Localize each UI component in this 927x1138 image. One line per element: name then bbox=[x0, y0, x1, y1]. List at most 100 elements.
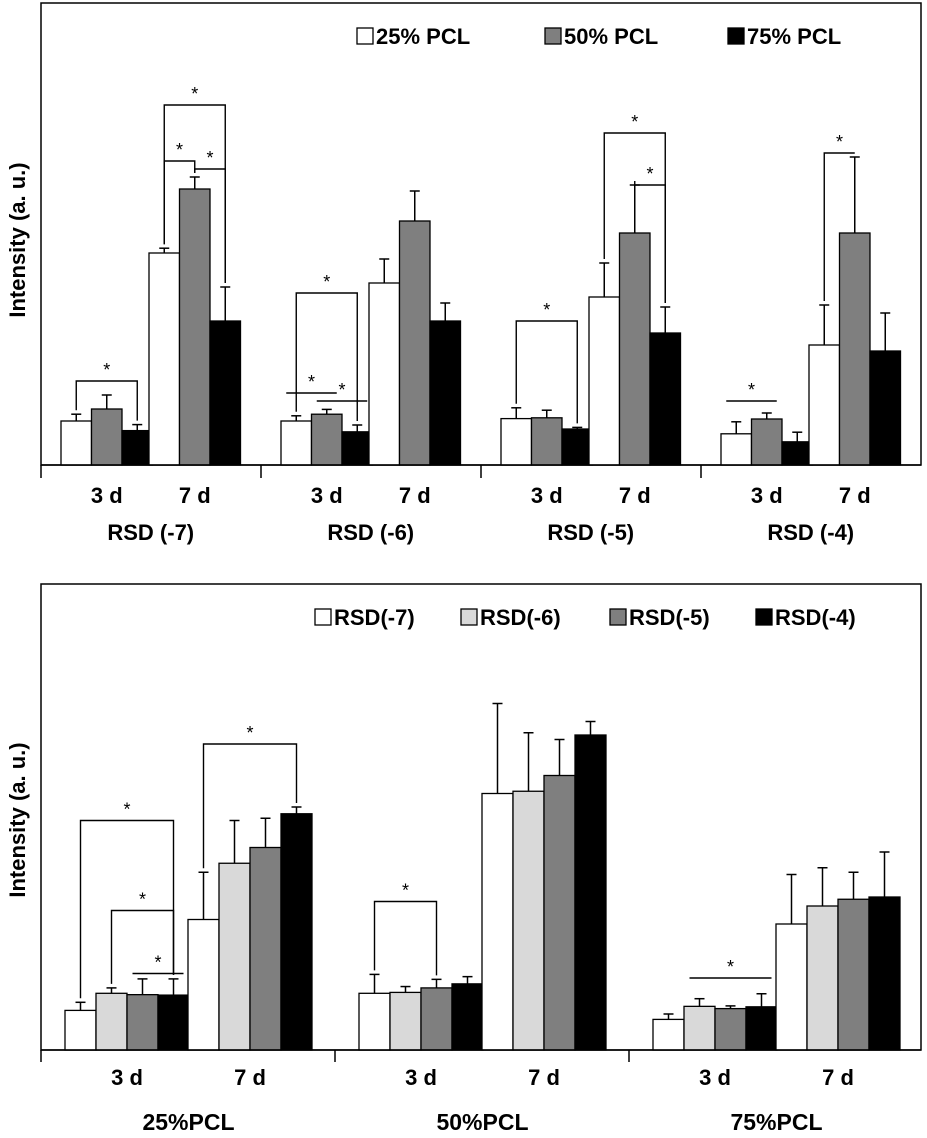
legend-swatch bbox=[544, 27, 562, 45]
x-axis: RSD (-7) 3 d 7 d RSD (-6) 3 d 7 d RSD (-5) 3 d 7… bbox=[40, 464, 921, 545]
error-bars bbox=[75, 702, 890, 1020]
bar bbox=[358, 992, 391, 1051]
bar bbox=[781, 441, 814, 466]
y-axis-label: Intensity (a. u.) bbox=[5, 742, 30, 897]
significance-star: * bbox=[103, 360, 110, 380]
error-bars bbox=[71, 156, 891, 442]
timepoint-label: 7 d bbox=[619, 483, 651, 508]
timepoint-label: 3 d bbox=[531, 483, 563, 508]
significance-star: * bbox=[748, 380, 755, 400]
bar bbox=[178, 188, 211, 466]
bar bbox=[649, 332, 682, 466]
timepoint-label: 7 d bbox=[528, 1065, 560, 1090]
bar bbox=[543, 774, 576, 1051]
y-axis-label: Intensity (a. u.) bbox=[5, 162, 30, 317]
legend-label: 75% PCL bbox=[747, 24, 841, 49]
significance-bracket bbox=[603, 132, 666, 303]
bar bbox=[750, 418, 783, 466]
legend-label: RSD(-6) bbox=[480, 605, 561, 630]
group-label: RSD (-6) bbox=[327, 520, 414, 545]
timepoint-label: 7 d bbox=[234, 1065, 266, 1090]
significance-bracket bbox=[79, 819, 175, 999]
bar bbox=[561, 428, 594, 466]
significance-markers: * * * * * * bbox=[79, 723, 772, 999]
bar bbox=[280, 813, 313, 1051]
bar bbox=[838, 232, 871, 466]
timepoint-label: 7 d bbox=[822, 1065, 854, 1090]
bar bbox=[868, 896, 901, 1051]
significance-bracket bbox=[823, 152, 855, 301]
group-label: RSD (-7) bbox=[107, 520, 194, 545]
bar bbox=[121, 429, 154, 466]
significance-bracket bbox=[163, 104, 226, 283]
significance-star: * bbox=[727, 957, 734, 977]
legend: 25% PCL 50% PCL 75% PCL bbox=[356, 24, 841, 49]
significance-star: * bbox=[191, 84, 198, 104]
significance-bracket bbox=[202, 743, 298, 869]
bar bbox=[720, 433, 753, 466]
significance-star: * bbox=[402, 881, 409, 901]
legend-swatch bbox=[314, 608, 332, 626]
bar bbox=[341, 431, 374, 466]
bar bbox=[398, 220, 431, 466]
timepoint-label: 7 d bbox=[179, 483, 211, 508]
legend-label: RSD(-5) bbox=[629, 605, 710, 630]
significance-bracket bbox=[110, 909, 175, 984]
bar bbox=[512, 790, 545, 1051]
bar bbox=[60, 420, 93, 466]
timepoint-label: 3 d bbox=[699, 1065, 731, 1090]
legend-label: RSD(-4) bbox=[775, 605, 856, 630]
group-label: 75%PCL bbox=[730, 1109, 822, 1135]
timepoint-label: 3 d bbox=[405, 1065, 437, 1090]
bar bbox=[745, 1006, 778, 1051]
bar bbox=[574, 734, 607, 1051]
bar bbox=[249, 846, 282, 1051]
bar bbox=[869, 350, 902, 466]
legend-swatch bbox=[609, 608, 627, 626]
bar bbox=[451, 983, 484, 1051]
bar bbox=[187, 918, 220, 1051]
bar bbox=[420, 987, 453, 1051]
bar bbox=[618, 232, 651, 466]
bar bbox=[429, 320, 462, 466]
bar bbox=[310, 413, 343, 466]
significance-bracket bbox=[295, 292, 358, 421]
group-label: 25%PCL bbox=[142, 1109, 234, 1135]
group-label: RSD (-4) bbox=[767, 520, 854, 545]
bar bbox=[808, 344, 841, 466]
group-label: RSD (-5) bbox=[547, 520, 634, 545]
bar bbox=[530, 417, 563, 466]
significance-star: * bbox=[543, 300, 550, 320]
significance-bracket bbox=[515, 320, 578, 424]
significance-star: * bbox=[176, 140, 183, 160]
significance-star: * bbox=[123, 800, 130, 820]
bar bbox=[500, 417, 533, 466]
significance-star: * bbox=[206, 148, 213, 168]
chart-pcl-by-rsd: Intensity (a. u.) * * * * * * * * * * * * RSD (-7) 3 … bbox=[5, 2, 922, 545]
bar bbox=[683, 1005, 716, 1051]
bar bbox=[588, 296, 621, 466]
bar bbox=[389, 991, 422, 1051]
bar bbox=[157, 994, 190, 1051]
legend-swatch bbox=[356, 27, 374, 45]
legend-swatch bbox=[460, 608, 478, 626]
bar bbox=[90, 408, 123, 466]
significance-bracket bbox=[373, 900, 438, 976]
significance-markers: * * * * * * * * * * * * bbox=[75, 84, 855, 424]
significance-star: * bbox=[154, 953, 161, 973]
bars bbox=[64, 734, 901, 1051]
legend-swatch bbox=[755, 608, 773, 626]
significance-star: * bbox=[631, 112, 638, 132]
significance-star: * bbox=[323, 272, 330, 292]
legend-label: RSD(-7) bbox=[334, 605, 415, 630]
bar bbox=[368, 282, 401, 466]
bar bbox=[209, 320, 242, 466]
bars bbox=[60, 188, 902, 466]
bar bbox=[806, 905, 839, 1051]
legend-label: 25% PCL bbox=[376, 24, 470, 49]
bar bbox=[95, 992, 128, 1051]
bar bbox=[148, 252, 181, 466]
